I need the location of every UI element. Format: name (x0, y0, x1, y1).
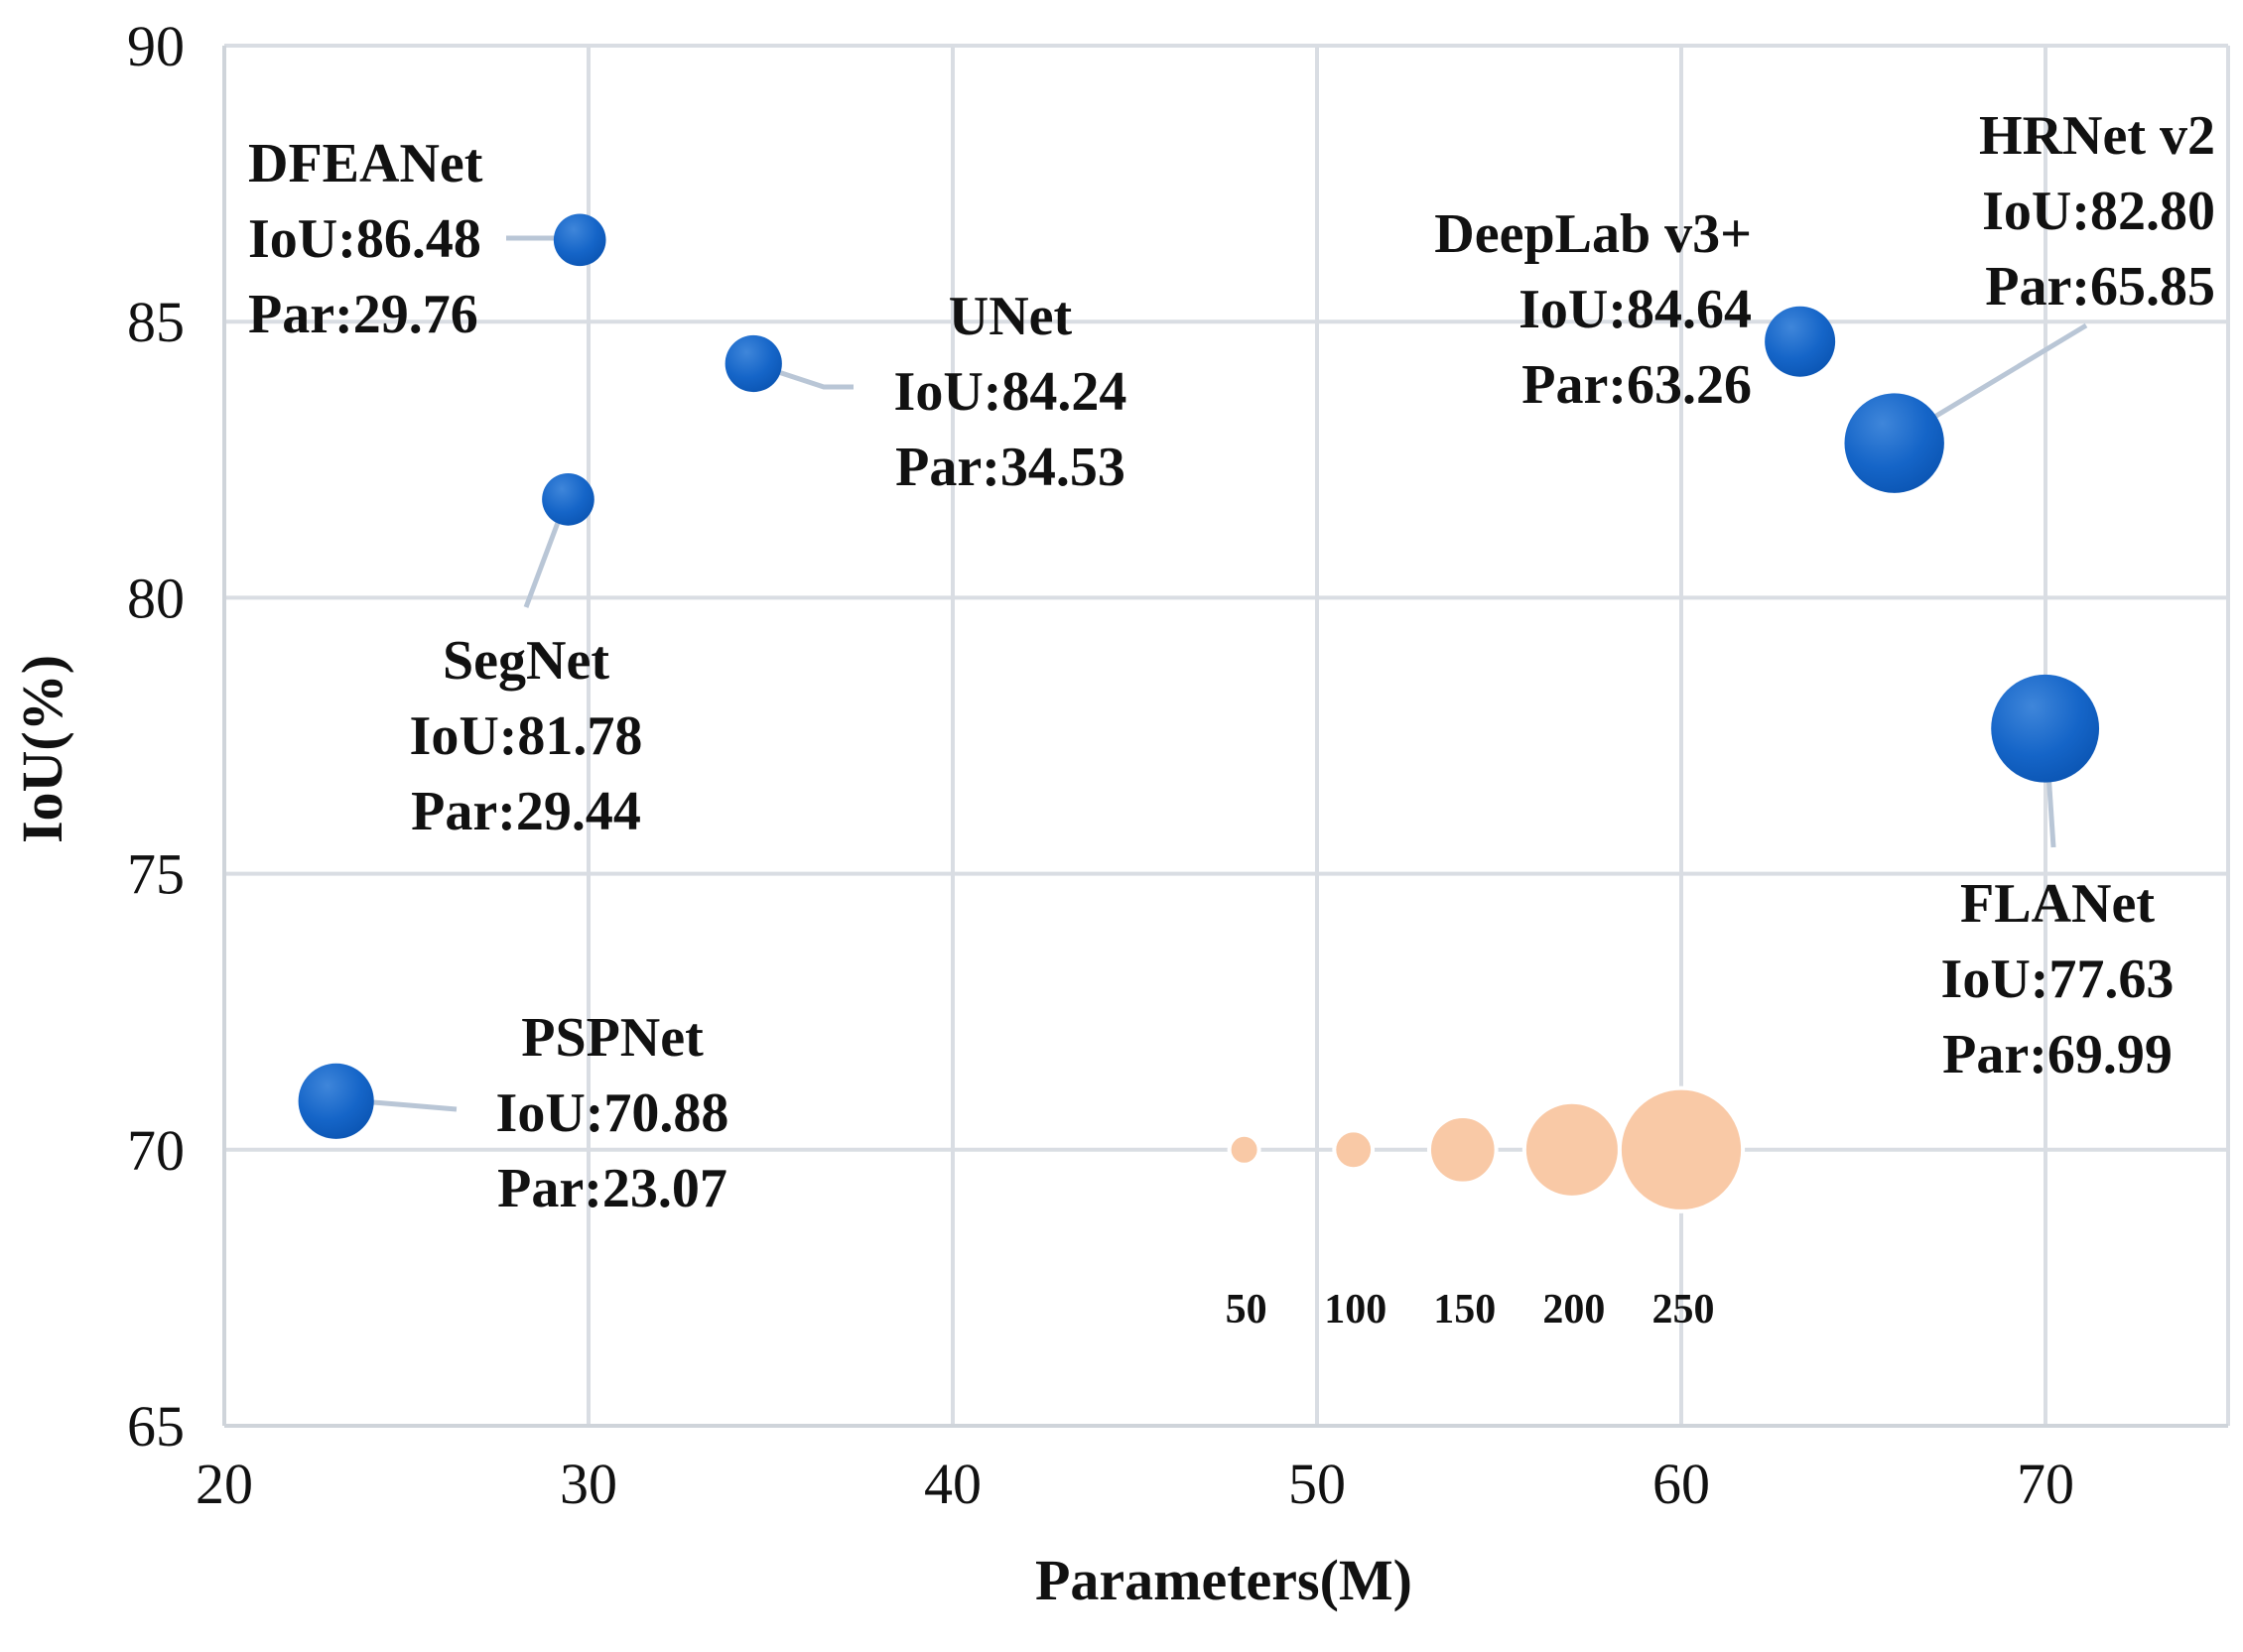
bubble-label-line: Par:34.53 (895, 437, 1125, 498)
y-tick-label: 80 (127, 566, 185, 630)
bubble-hrnet-v2 (1844, 393, 1944, 493)
bubble-label-line: IoU:77.63 (1941, 949, 2175, 1010)
bubble-labels: DFEANet IoU:86.48 Par:29.76 UNet IoU:84.24 Pa… (248, 105, 2215, 1219)
x-tick-label: 70 (2017, 1452, 2074, 1516)
y-tick-label: 70 (127, 1118, 185, 1183)
bubble-label: PSPNet IoU:70.88 Par:23.07 (496, 1007, 729, 1219)
bubble-label-line: FLANet (1960, 873, 2155, 935)
x-axis-title: Parameters(M) (1035, 1548, 1412, 1612)
legend-bubble (1332, 1128, 1376, 1172)
x-tick-label: 30 (560, 1452, 617, 1516)
bubble-pspnet (298, 1063, 374, 1139)
bubble-flanet (1991, 674, 2100, 783)
x-tick-label: 40 (924, 1452, 982, 1516)
bubble-label-line: IoU:84.64 (1518, 279, 1752, 340)
bubble-label-line: HRNet v2 (1979, 105, 2215, 167)
bubble-deeplab-v3- (1765, 306, 1836, 377)
x-tick-label: 60 (1652, 1452, 1710, 1516)
bubble-label-line: Par:63.26 (1521, 354, 1752, 416)
bubble-label-line: Par:29.76 (248, 284, 478, 345)
legend-bubble (1521, 1099, 1622, 1200)
y-axis-title: IoU(%) (10, 655, 74, 843)
bubble-label-line: Par:65.85 (1985, 256, 2215, 318)
bubble-label-line: SegNet (443, 630, 609, 692)
bubble-label-line: UNet (949, 286, 1073, 347)
y-tick-label: 85 (127, 290, 185, 354)
bubble-label: UNet IoU:84.24 Par:34.53 (894, 286, 1127, 498)
y-tick-labels: 65 70 75 80 85 90 (127, 14, 185, 1459)
bubble-segnet (542, 473, 594, 526)
bubble-label-line: PSPNet (521, 1007, 704, 1069)
legend-label: 100 (1324, 1287, 1386, 1333)
y-tick-label: 65 (127, 1394, 185, 1459)
bubble-label-line: Par:69.99 (1942, 1024, 2173, 1085)
legend-label: 150 (1433, 1287, 1496, 1333)
axes (222, 46, 2228, 1428)
legend-bubble (1227, 1132, 1261, 1167)
bubble-label: DFEANet IoU:86.48 Par:29.76 (248, 133, 483, 345)
legend-bubble (1617, 1085, 1746, 1213)
bubble-label-line: IoU:86.48 (248, 208, 481, 270)
y-tick-label: 75 (127, 842, 185, 907)
bubble-label-line: Par:23.07 (497, 1158, 727, 1219)
bubbles (298, 213, 2100, 1139)
bubble-label: DeepLab v3+ IoU:84.64 Par:63.26 (1434, 203, 1752, 416)
bubble-label-line: IoU:82.80 (1982, 181, 2215, 242)
legend-label: 200 (1542, 1287, 1605, 1333)
bubble-label: HRNet v2 IoU:82.80 Par:65.85 (1979, 105, 2215, 318)
y-tick-label: 90 (127, 14, 185, 78)
legend-bubble (1426, 1113, 1499, 1186)
bubble-label-line: DeepLab v3+ (1434, 203, 1752, 265)
bubble-unet (725, 334, 782, 393)
bubble-label-line: DFEANet (248, 133, 483, 194)
size-legend: 50 100 150 200 250 (1226, 1085, 1746, 1333)
bubble-label-line: IoU:70.88 (496, 1082, 729, 1144)
x-tick-labels: 20 30 40 50 60 70 (196, 1452, 2074, 1516)
bubble-dfeanet (553, 213, 606, 267)
bubble-label: FLANet IoU:77.63 Par:69.99 (1941, 873, 2175, 1085)
x-tick-label: 50 (1288, 1452, 1346, 1516)
bubble-label-line: IoU:81.78 (410, 705, 643, 767)
x-tick-label: 20 (196, 1452, 253, 1516)
bubble-label: SegNet IoU:81.78 Par:29.44 (410, 630, 643, 842)
bubble-label-line: IoU:84.24 (894, 361, 1127, 423)
bubble-label-line: Par:29.44 (411, 781, 641, 842)
legend-label: 50 (1226, 1287, 1267, 1333)
legend-label: 250 (1652, 1287, 1715, 1333)
